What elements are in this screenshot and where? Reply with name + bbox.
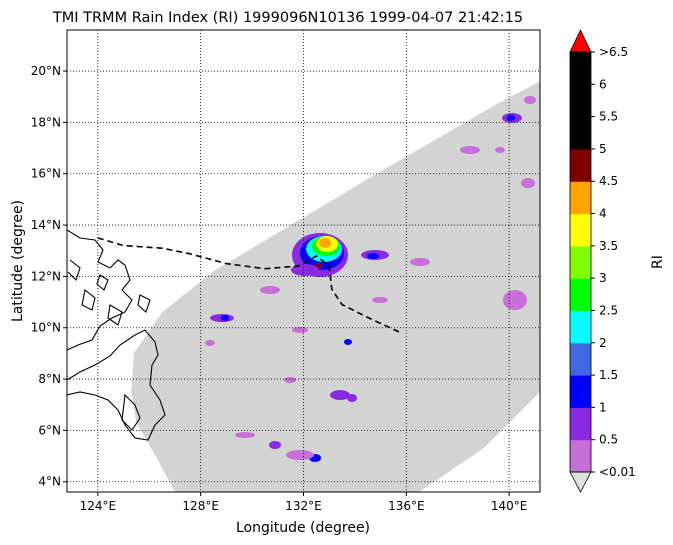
lat-tick-label: 16°N: [31, 167, 61, 181]
rain-cell: [410, 258, 430, 266]
colorbar-tick-label: 4.5: [599, 174, 618, 188]
latitude-ticks: 4°N 6°N 8°N 10°N 12°N 14°N 16°N 18°N 20°N: [31, 64, 67, 489]
colorbar-tick-label: >6.5: [599, 45, 628, 59]
rain-cell: [235, 432, 255, 438]
rain-cell: [269, 441, 281, 449]
coastline: [107, 304, 123, 326]
coastline: [96, 274, 109, 291]
colorbar-segment: [570, 310, 591, 344]
lat-tick-label: 14°N: [31, 218, 61, 232]
colorbar-segment: [570, 278, 591, 311]
colorbar-tick-label: 2: [599, 336, 607, 350]
colorbar-tick-label: 2.5: [599, 303, 618, 317]
storm-track: [97, 237, 402, 334]
lat-tick-label: 8°N: [38, 372, 61, 386]
lat-tick-label: 4°N: [38, 475, 61, 489]
rain-cell: [507, 115, 515, 121]
colorbar-tick-label: 3.5: [599, 239, 618, 253]
coastline: [67, 259, 81, 282]
rain-cell: [286, 450, 314, 460]
map-title: TMI TRMM Rain Index (RI) 1999096N10136 1…: [52, 10, 523, 26]
colorbar-segment: [570, 213, 591, 247]
rain-cells: [205, 96, 536, 462]
rain-cell: [495, 147, 505, 153]
coastline: [67, 329, 166, 441]
colorbar-segment: [570, 375, 591, 408]
colorbar-tick-label: 4: [599, 207, 607, 221]
colorbar-tick-label: 5: [599, 142, 607, 156]
rain-cell: [524, 96, 536, 104]
colorbar-tick-label: 1: [599, 400, 607, 414]
colorbar-tick-label: 3: [599, 271, 607, 285]
lon-tick-label: 132°E: [285, 499, 322, 513]
rain-cell: [260, 286, 280, 294]
rain-cell: [503, 290, 527, 310]
rain-cell: [291, 264, 319, 276]
lon-tick-label: 136°E: [388, 499, 425, 513]
lat-tick-label: 20°N: [31, 64, 61, 78]
rain-cell: [344, 339, 352, 345]
colorbar-frame: [569, 51, 592, 473]
rain-cell: [319, 238, 331, 248]
rain-cell: [330, 390, 350, 400]
colorbar-under-arrow: [569, 471, 592, 493]
lat-tick-label: 10°N: [31, 321, 61, 335]
colorbar-segment: [570, 342, 591, 376]
coastline: [81, 289, 96, 311]
colorbar-over-arrow: [569, 29, 592, 53]
x-axis-label: Longitude (degree): [236, 520, 370, 536]
colorbar-tick-label: <0.01: [599, 465, 636, 479]
longitude-ticks: 124°E 128°E 132°E 136°E 140°E: [80, 492, 528, 513]
colorbar-tick-label: 1.5: [599, 368, 618, 382]
colorbar-segment: [570, 148, 591, 182]
lon-tick-label: 140°E: [491, 499, 528, 513]
rain-cell: [372, 297, 388, 303]
colorbar-segment: [570, 245, 591, 279]
satellite-swath: [131, 81, 540, 492]
lat-tick-label: 18°N: [31, 115, 61, 129]
rain-cell: [521, 178, 535, 188]
colorbar-tick-label: 6: [599, 77, 607, 91]
coastline: [121, 393, 141, 431]
rain-cell: [284, 377, 296, 383]
colorbar-segment: [570, 407, 591, 441]
rain-cell: [367, 253, 379, 259]
y-axis-label: Latitude (degree): [10, 200, 26, 322]
lat-tick-label: 12°N: [31, 269, 61, 283]
colorbar-segment: [570, 52, 591, 85]
colorbar-segment: [570, 439, 591, 473]
gridlines: [67, 30, 540, 492]
coastlines: [67, 229, 166, 441]
rain-cell: [292, 327, 308, 333]
rain-cell: [221, 315, 229, 321]
colorbar-tick-label: 0.5: [599, 433, 618, 447]
rain-cell: [460, 146, 480, 154]
rain-cell: [347, 394, 357, 402]
colorbar-label: RI: [650, 255, 666, 269]
lat-tick-label: 6°N: [38, 423, 61, 437]
rain-cell: [205, 340, 215, 346]
lon-tick-label: 128°E: [182, 499, 219, 513]
colorbar-segment: [570, 181, 591, 215]
lon-tick-label: 124°E: [80, 499, 117, 513]
colorbar-segment: [570, 84, 591, 118]
colorbar-tick-label: 5.5: [599, 110, 618, 124]
coastline: [67, 229, 133, 351]
colorbar-segment: [570, 116, 591, 150]
colorbar: <0.01 0.5 1 1.5 2 2.5 3 3.5 4 4.5 5 5.5 6 >6.5: [569, 29, 636, 493]
map-area: 124°E 128°E 132°E 136°E 140°E 4°N 6°N 8°N 10°N 1…: [31, 29, 541, 513]
coastline: [137, 294, 151, 313]
